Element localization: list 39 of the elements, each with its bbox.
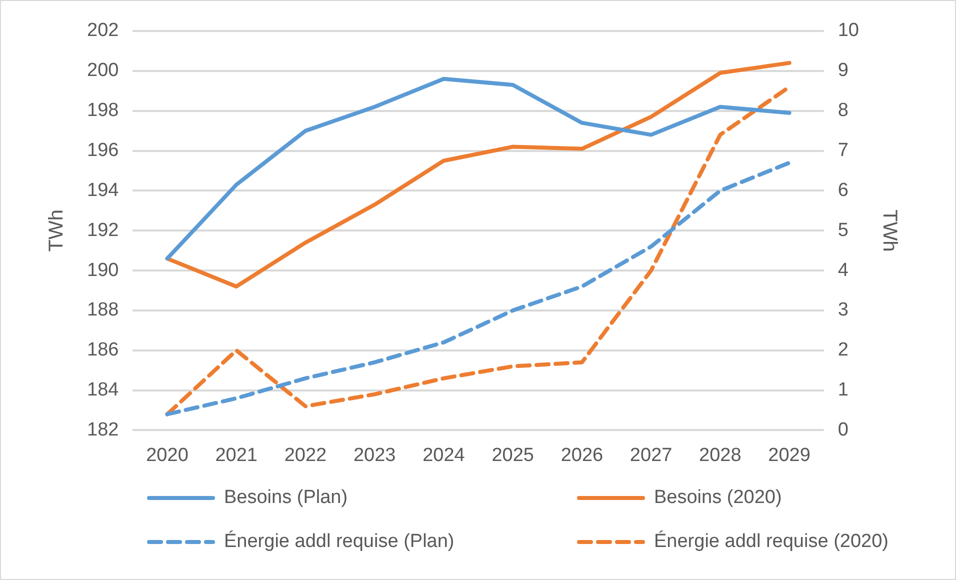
y2-tick-label: 10 [838, 20, 860, 42]
x-tick-label: 2029 [768, 444, 810, 466]
x-tick-label: 2022 [284, 444, 327, 466]
y2-tick-label: 6 [838, 180, 848, 201]
x-tick-label: 2028 [699, 444, 742, 466]
y2-tick-label: 8 [838, 100, 848, 122]
x-tick-label: 2027 [630, 444, 672, 466]
y-axis-title: TWh [46, 209, 68, 252]
y-tick-label: 196 [87, 140, 119, 161]
x-tick-label: 2025 [492, 444, 534, 466]
y2-tick-label: 5 [838, 220, 848, 241]
y-tick-label: 182 [87, 419, 119, 440]
legend-label: Besoins (Plan) [224, 487, 348, 509]
y2-axis-title: TWh [878, 209, 900, 252]
y2-tick-label: 1 [838, 380, 848, 401]
line-series [165, 160, 792, 416]
y-tick-label: 194 [87, 180, 120, 201]
y2-tick-label: 9 [838, 60, 848, 82]
y-tick-label: 184 [87, 380, 120, 401]
x-tick-label: 2021 [215, 444, 258, 466]
y-tick-label: 192 [87, 220, 119, 241]
y-tick-label: 202 [87, 20, 119, 42]
y-tick-label: 198 [87, 100, 119, 122]
y2-tick-label: 0 [838, 419, 848, 440]
x-tick-label: 2020 [146, 444, 188, 466]
y-tick-label: 200 [87, 60, 119, 82]
legend-label: Besoins (2020) [654, 487, 782, 509]
y2-tick-label: 2 [838, 340, 848, 361]
legend-label: Énergie addl requise (2020) [654, 531, 888, 553]
x-tick-label: 2024 [422, 444, 466, 466]
y-tick-label: 188 [87, 300, 119, 321]
y2-tick-label: 4 [838, 260, 849, 281]
y2-tick-label: 7 [838, 140, 848, 161]
y-tick-label: 190 [87, 260, 119, 281]
x-tick-label: 2026 [560, 444, 604, 466]
y-tick-label: 186 [87, 340, 119, 361]
legend-label: Énergie addl requise (Plan) [224, 531, 454, 553]
y2-tick-label: 3 [838, 300, 848, 321]
x-tick-label: 2023 [353, 444, 396, 466]
